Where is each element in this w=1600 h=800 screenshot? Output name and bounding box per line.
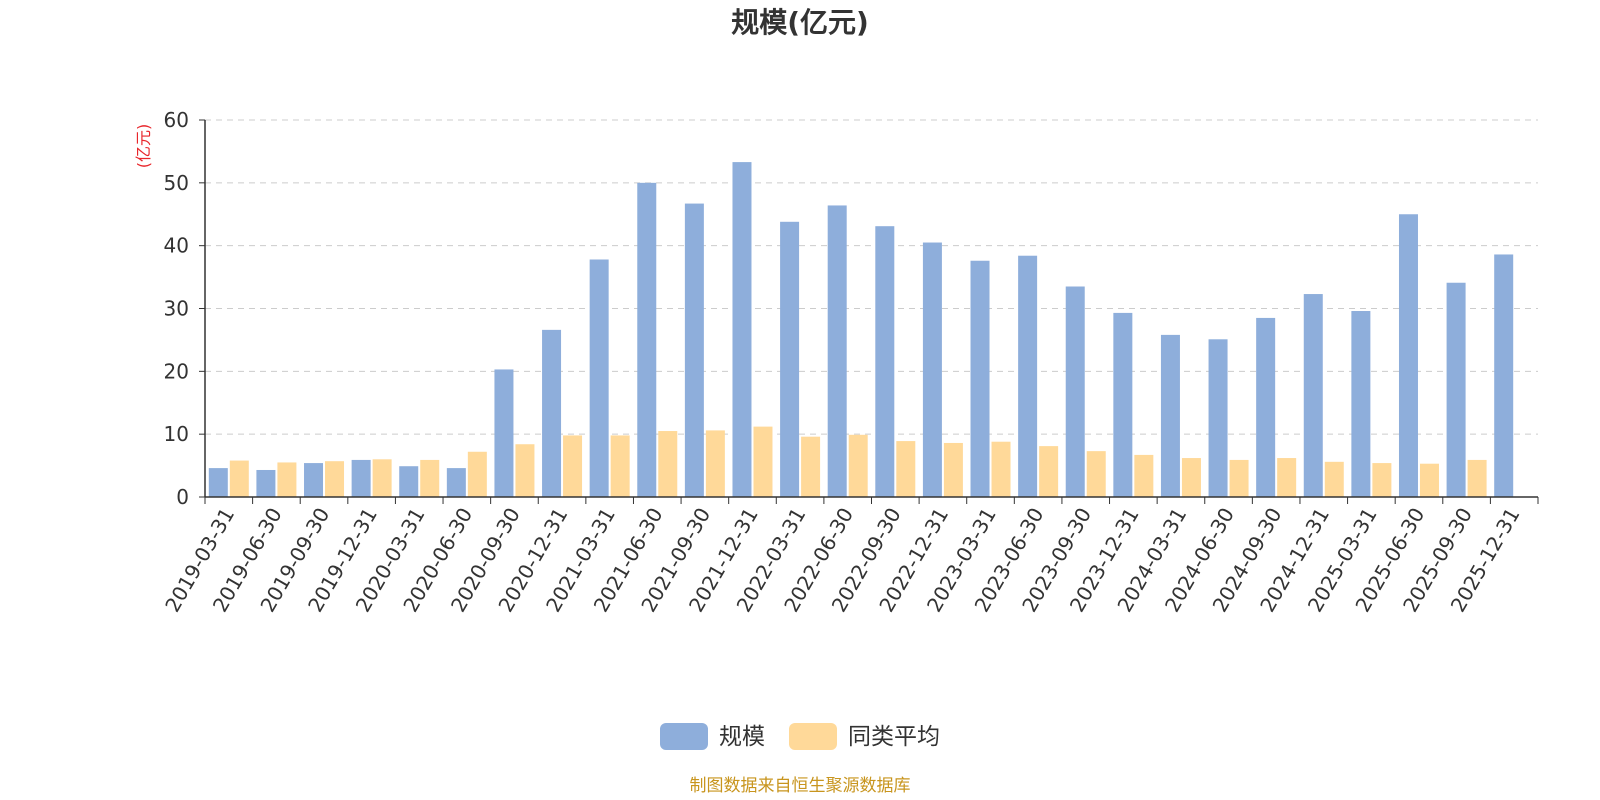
- bar-scale-2023-09-30: [1065, 286, 1085, 497]
- bars: [208, 162, 1514, 498]
- bar-peer-average-2020-09-30: [515, 444, 535, 497]
- bar-peer-average-2022-09-30: [896, 441, 916, 497]
- bar-peer-average-2021-06-30: [658, 431, 678, 497]
- y-tick-label-20: 20: [164, 359, 189, 383]
- bar-peer-average-2023-03-31: [991, 441, 1011, 497]
- bar-peer-average-2020-06-30: [467, 451, 487, 497]
- bar-scale-2019-12-31: [351, 459, 371, 497]
- bar-peer-average-2022-03-31: [801, 436, 821, 497]
- bar-scale-2021-09-30: [684, 203, 704, 497]
- axes: 01020304050602019-03-312019-06-302019-09…: [160, 108, 1539, 616]
- bar-scale-2023-12-31: [1113, 312, 1133, 497]
- bar-scale-2020-09-30: [494, 369, 514, 497]
- bar-scale-2024-06-30: [1208, 339, 1228, 497]
- bar-peer-average-2022-12-31: [943, 442, 963, 497]
- bar-peer-average-2024-06-30: [1229, 459, 1249, 497]
- bar-scale-2019-03-31: [208, 468, 228, 497]
- bar-scale-2021-03-31: [589, 259, 609, 497]
- bar-scale-2024-09-30: [1256, 317, 1276, 497]
- bar-peer-average-2025-03-31: [1372, 463, 1392, 497]
- bar-peer-average-2023-06-30: [1039, 446, 1059, 497]
- chart-title: 规模(亿元): [731, 6, 869, 39]
- bar-scale-2019-06-30: [256, 469, 276, 497]
- bar-scale-2025-12-31: [1494, 254, 1514, 497]
- bar-peer-average-2021-03-31: [610, 435, 630, 497]
- legend-label-peer-average: 同类平均: [848, 724, 940, 750]
- y-tick-label-30: 30: [164, 297, 189, 321]
- bar-peer-average-2020-12-31: [563, 435, 583, 497]
- y-tick-label-40: 40: [164, 234, 189, 258]
- bar-peer-average-2023-12-31: [1134, 454, 1154, 497]
- bar-scale-2022-03-31: [780, 221, 800, 498]
- legend-swatch-peer-average: [789, 723, 837, 750]
- bar-scale-2021-06-30: [637, 182, 657, 498]
- legend-swatch-scale: [660, 723, 708, 750]
- bar-peer-average-2020-03-31: [420, 459, 440, 497]
- bar-scale-2025-09-30: [1446, 282, 1466, 497]
- bar-scale-2022-09-30: [875, 226, 895, 497]
- bar-scale-2024-03-31: [1160, 334, 1180, 497]
- bar-scale-2025-03-31: [1351, 311, 1371, 497]
- y-tick-label-50: 50: [164, 171, 189, 195]
- bar-scale-2020-12-31: [542, 329, 562, 497]
- data-source-note: 制图数据来自恒生聚源数据库: [690, 776, 911, 796]
- bar-peer-average-2019-06-30: [277, 462, 297, 497]
- bar-scale-2022-06-30: [827, 205, 847, 497]
- bar-peer-average-2021-09-30: [705, 430, 725, 497]
- bar-scale-2024-12-31: [1303, 294, 1323, 497]
- bar-peer-average-2019-09-30: [325, 461, 345, 497]
- bar-scale-2025-06-30: [1398, 214, 1418, 497]
- bar-scale-2019-09-30: [304, 463, 324, 497]
- bar-peer-average-2023-09-30: [1086, 451, 1106, 497]
- y-tick-label-10: 10: [164, 422, 189, 446]
- bar-peer-average-2024-09-30: [1277, 458, 1297, 497]
- bar-peer-average-2019-12-31: [372, 459, 392, 497]
- bar-scale-2021-12-31: [732, 162, 752, 497]
- bar-peer-average-2024-12-31: [1324, 461, 1344, 497]
- bar-scale-2023-06-30: [1018, 255, 1038, 497]
- bar-scale-2020-03-31: [399, 466, 419, 497]
- bar-peer-average-2025-09-30: [1467, 459, 1487, 497]
- bar-scale-2020-06-30: [446, 468, 466, 497]
- bar-scale-2023-03-31: [970, 260, 990, 497]
- bar-peer-average-2021-12-31: [753, 426, 773, 497]
- bar-peer-average-2024-03-31: [1181, 458, 1201, 497]
- bar-scale-2022-12-31: [922, 242, 942, 497]
- y-tick-label-0: 0: [176, 485, 189, 509]
- gridlines: [205, 119, 1538, 435]
- legend-label-scale: 规模: [719, 724, 765, 750]
- bar-peer-average-2019-03-31: [229, 460, 249, 497]
- legend: 规模 同类平均: [660, 723, 940, 750]
- bar-peer-average-2025-06-30: [1419, 463, 1439, 497]
- bar-peer-average-2022-06-30: [848, 434, 868, 497]
- y-tick-label-60: 60: [164, 108, 189, 132]
- y-axis-unit-label: (亿元): [134, 124, 153, 169]
